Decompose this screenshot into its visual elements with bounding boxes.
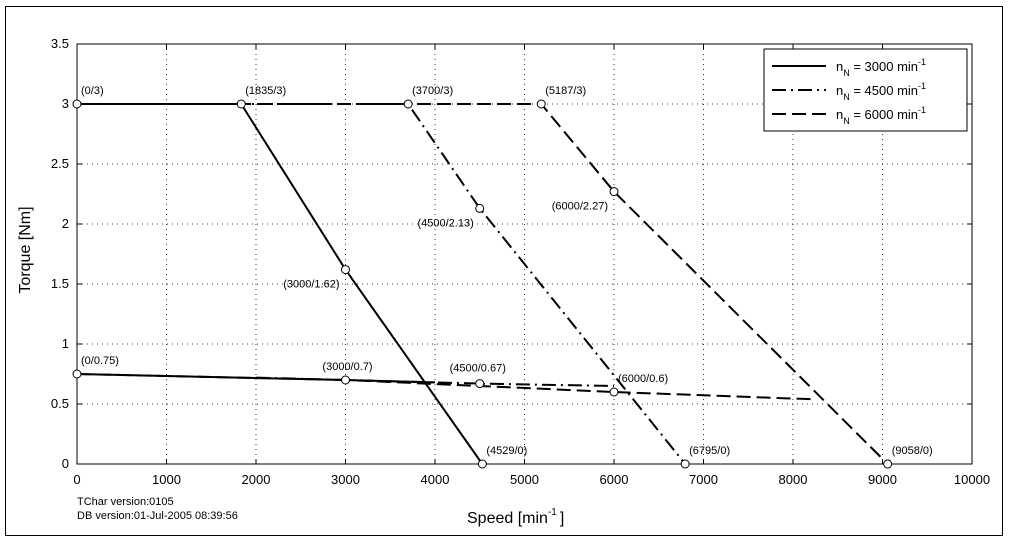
- data-point-label: (9058/0): [892, 445, 933, 457]
- data-point-label: (3000/0.7): [322, 361, 372, 373]
- data-point-label: (3700/3): [412, 85, 453, 97]
- data-point-marker: [72, 369, 82, 379]
- x-tick-label: 3000: [331, 472, 360, 487]
- data-point-marker: [236, 99, 246, 109]
- legend-label-sub: N: [843, 116, 850, 126]
- legend-label-sup: -1: [918, 81, 926, 91]
- x-axis-label-sup: -1: [548, 507, 557, 518]
- legend-label-sub: N: [843, 92, 850, 102]
- legend-label-rest: = 4500 min: [850, 83, 918, 98]
- y-tick-label: 3: [62, 96, 69, 111]
- y-tick-label: 3.5: [51, 36, 69, 51]
- legend-label: nN = 6000 min-1: [836, 105, 926, 126]
- tchar-version: TChar version:0105: [77, 496, 174, 508]
- data-point-marker: [341, 375, 350, 385]
- series-dashed-line: [77, 103, 889, 465]
- data-point-marker: [609, 387, 619, 397]
- data-point-marker: [477, 459, 487, 469]
- data-point-marker: [72, 99, 82, 109]
- x-axis-label: Speed [min-1]: [467, 507, 564, 527]
- x-tick-label: 5000: [510, 472, 539, 487]
- x-tick-label: 6000: [600, 472, 629, 487]
- y-tick-label: 1: [62, 336, 69, 351]
- data-point-marker: [680, 459, 690, 469]
- legend: nN = 3000 min-1nN = 4500 min-1nN = 6000 …: [763, 48, 968, 132]
- data-point-marker: [883, 459, 893, 469]
- x-axis-label-main: Speed [min: [467, 510, 548, 527]
- data-point-marker: [609, 187, 619, 197]
- series-dashed-line: [76, 373, 811, 401]
- data-point-label: (5187/3): [545, 85, 586, 97]
- y-tick-label: 0: [62, 456, 69, 471]
- data-point-label: (6000/0.6): [618, 373, 668, 385]
- legend-label-main: n: [836, 83, 843, 98]
- data-point-label: (4529/0): [486, 445, 527, 457]
- data-point-marker: [475, 203, 485, 213]
- x-tick-label: 2000: [242, 472, 271, 487]
- data-point-marker: [536, 99, 546, 109]
- legend-label-sup: -1: [918, 57, 926, 67]
- data-point-label: (6795/0): [689, 445, 730, 457]
- legend-label-rest: = 6000 min: [850, 107, 918, 122]
- data-point-label: (6000/2.27): [552, 201, 608, 213]
- x-tick-label: 7000: [689, 472, 718, 487]
- x-tick-label: 0: [73, 472, 80, 487]
- data-point-label: (3000/1.62): [283, 279, 339, 291]
- legend-label-rest: = 3000 min: [850, 59, 918, 74]
- series-dashdot-line: [255, 376, 615, 387]
- y-axis-label: Torque [Nm]: [17, 206, 34, 293]
- db-version: DB version:01-Jul-2005 08:39:56: [77, 510, 238, 522]
- data-point-label: (4500/2.13): [417, 217, 473, 229]
- x-tick-label: 4000: [421, 472, 450, 487]
- y-tick-label: 2: [62, 216, 69, 231]
- data-point-marker: [341, 265, 350, 275]
- y-tick-label: 0.5: [51, 396, 69, 411]
- x-tick-label: 10000: [954, 472, 990, 487]
- data-point-label: (1835/3): [245, 85, 286, 97]
- axis-ticks: 0 1000 2000 3000 4000 5000 6000 7000 8000 9000 100…: [51, 36, 990, 487]
- x-axis-label-end: ]: [560, 510, 564, 527]
- legend-label-main: n: [836, 107, 843, 122]
- x-tick-label: 1000: [152, 472, 181, 487]
- y-tick-label: 1.5: [51, 276, 69, 291]
- data-point-marker: [403, 99, 413, 109]
- data-points: (0/3) (1835/3) (3700/3) (5187/3) (6000/2.27)…: [72, 85, 933, 469]
- data-point-label: (0/0.75): [81, 355, 119, 367]
- legend-box: [763, 48, 968, 132]
- legend-label: nN = 3000 min-1: [836, 57, 926, 78]
- x-tick-label: 9000: [868, 472, 897, 487]
- y-tick-label: 2.5: [51, 156, 69, 171]
- legend-label-sup: -1: [918, 105, 926, 115]
- legend-label-main: n: [836, 59, 843, 74]
- series-dashdot-line: [77, 103, 686, 465]
- legend-label: nN = 4500 min-1: [836, 81, 926, 102]
- x-tick-label: 8000: [779, 472, 808, 487]
- legend-label-sub: N: [843, 68, 850, 78]
- data-point-marker: [475, 379, 485, 389]
- data-point-label: (0/3): [81, 85, 104, 97]
- data-point-label: (4500/0.67): [450, 363, 506, 375]
